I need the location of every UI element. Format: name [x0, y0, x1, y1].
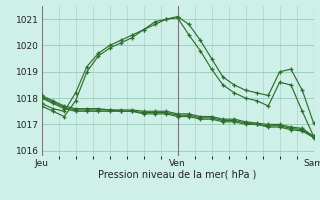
X-axis label: Pression niveau de la mer( hPa ): Pression niveau de la mer( hPa ): [99, 169, 257, 179]
